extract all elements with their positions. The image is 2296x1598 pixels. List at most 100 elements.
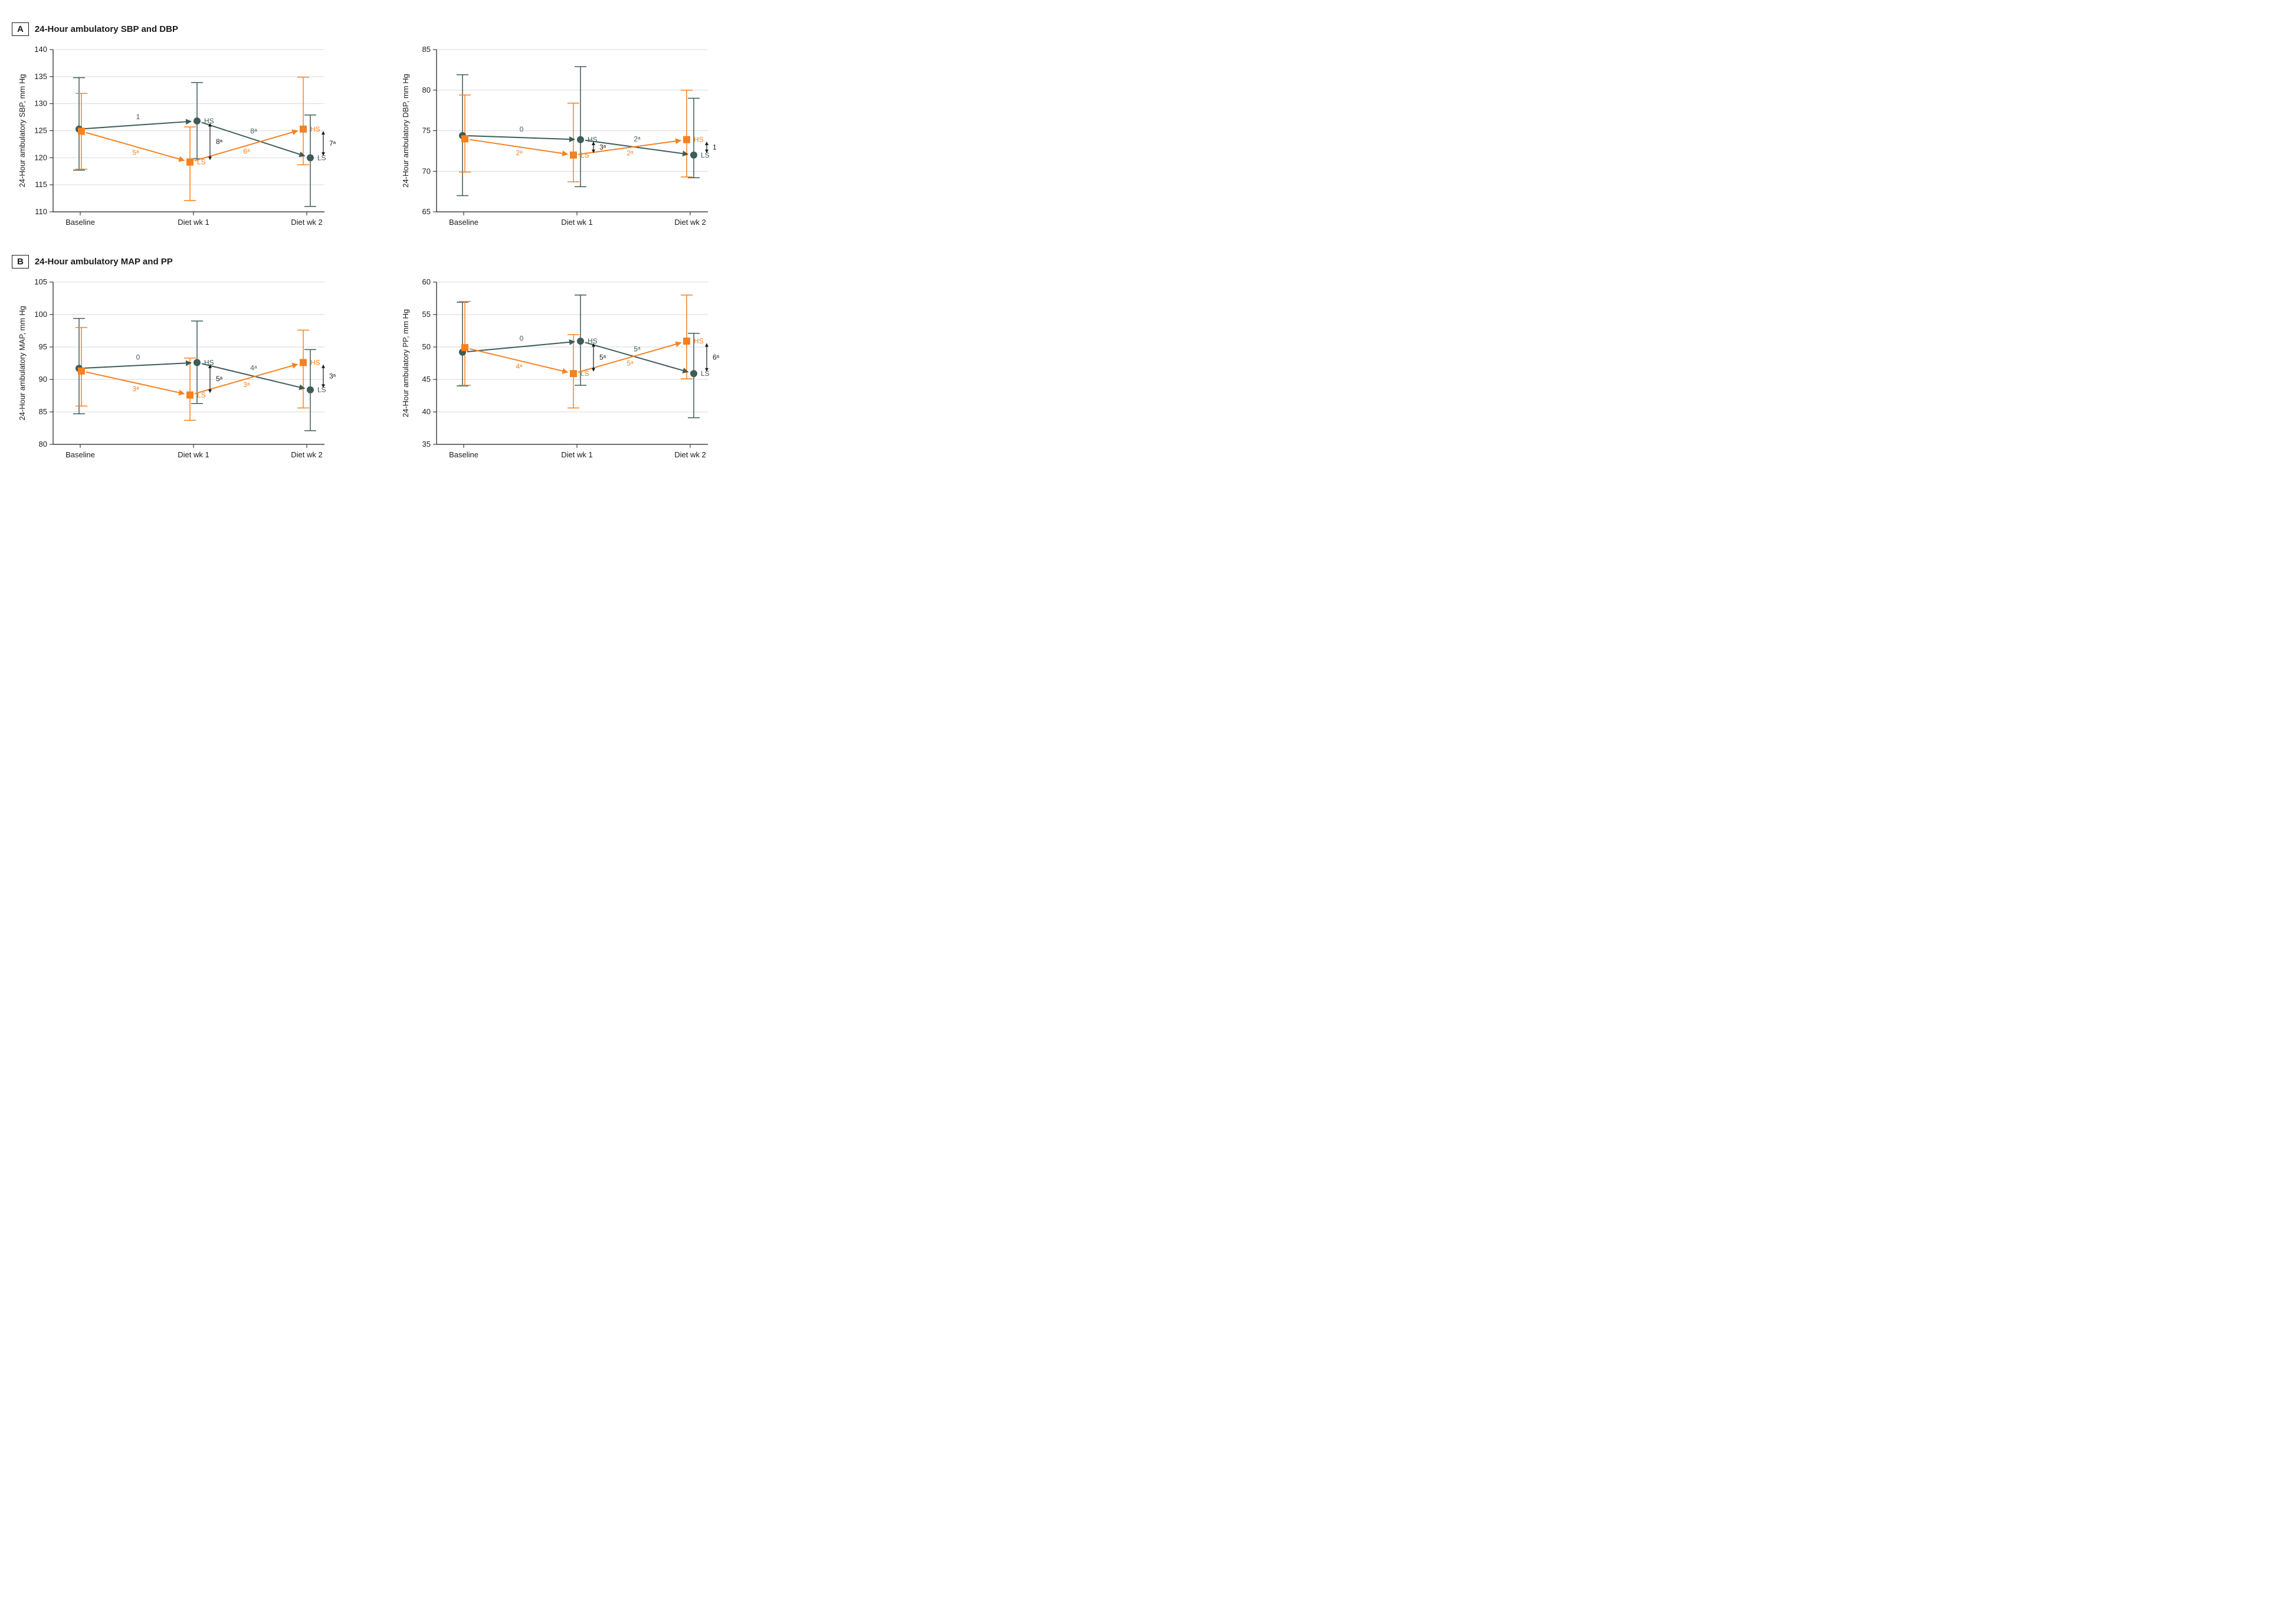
xtick-label: Diet wk 1 xyxy=(561,218,592,227)
chart-map: 80 85 90 95 100 105 Baseline Diet wk 1 Diet wk 2… xyxy=(12,273,342,477)
gap-label: 1 xyxy=(713,143,717,152)
y-axis-label: 24-Hour ambulatory SBP, mm Hg xyxy=(18,74,27,188)
data-point xyxy=(683,338,690,345)
segment-label: 4ᵃ xyxy=(516,362,523,371)
ytick-label: 80 xyxy=(422,86,431,94)
point-label: HS xyxy=(310,358,320,366)
point-label: LS xyxy=(701,151,710,159)
ytick-label: 105 xyxy=(34,277,47,286)
ytick-label: 35 xyxy=(422,440,431,448)
ytick-label: 135 xyxy=(34,72,47,81)
ytick-label: 110 xyxy=(35,207,47,216)
point-label: LS xyxy=(197,391,206,399)
point-label: LS xyxy=(317,153,326,162)
point-label: LS xyxy=(580,369,589,378)
data-point xyxy=(300,126,307,133)
segment-label: 0 xyxy=(136,353,140,361)
xtick-label: Baseline xyxy=(65,218,95,227)
xtick-label: Diet wk 1 xyxy=(178,450,209,459)
segment-label: 2ᵃ xyxy=(634,135,641,143)
ytick-label: 115 xyxy=(35,180,47,189)
ytick-label: 140 xyxy=(34,45,47,54)
ytick-label: 45 xyxy=(422,375,431,384)
segment-label: 0 xyxy=(520,334,524,342)
data-point xyxy=(186,391,193,398)
panel-row: 80 85 90 95 100 105 Baseline Diet wk 1 Diet wk 2… xyxy=(12,273,743,477)
xtick-label: Diet wk 1 xyxy=(561,450,592,459)
ytick-label: 60 xyxy=(422,277,431,286)
ytick-label: 90 xyxy=(39,375,47,384)
xtick-label: Diet wk 2 xyxy=(291,450,322,459)
ytick-label: 85 xyxy=(422,45,431,54)
data-point xyxy=(577,136,584,143)
data-point xyxy=(570,152,577,159)
data-point xyxy=(690,370,697,377)
point-label: HS xyxy=(694,136,704,144)
ytick-label: 70 xyxy=(422,166,431,175)
panel-letter: A xyxy=(12,22,29,36)
segment-label: 4ᵃ xyxy=(250,364,257,372)
ytick-label: 95 xyxy=(39,342,47,351)
segment-label: 5ᵃ xyxy=(634,345,641,353)
xtick-label: Diet wk 2 xyxy=(291,218,322,227)
segment-label: 2ᵃ xyxy=(516,149,523,157)
y-axis-label: 24-Hour ambulatory MAP, mm Hg xyxy=(18,306,27,420)
xtick-label: Diet wk 2 xyxy=(674,218,706,227)
gap-label: 8ᵃ xyxy=(216,137,223,146)
xtick-label: Baseline xyxy=(65,450,95,459)
point-label: LS xyxy=(701,369,710,378)
data-point xyxy=(307,154,314,161)
point-label: LS xyxy=(197,158,206,166)
y-axis-label: 24-Hour ambulatory PP, mm Hg xyxy=(401,309,410,417)
y-axis-label: 24-Hour ambulatory DBP, mm Hg xyxy=(401,74,410,188)
segment-label: 3ᵃ xyxy=(243,381,250,389)
gap-label: 5ᵃ xyxy=(216,375,223,383)
ytick-label: 120 xyxy=(34,153,47,162)
data-point xyxy=(186,159,193,166)
segment-label: 5ᵃ xyxy=(627,359,634,368)
panel-title: A24-Hour ambulatory SBP and DBP xyxy=(12,22,743,36)
point-label: HS xyxy=(588,337,598,345)
data-point xyxy=(307,387,314,394)
xtick-label: Diet wk 1 xyxy=(178,218,209,227)
segment-label: 6ᵃ xyxy=(243,148,250,156)
panel-title: B 24-Hour ambulatory MAP and PP xyxy=(12,255,743,268)
point-label: HS xyxy=(694,337,704,345)
data-point xyxy=(577,338,584,345)
ytick-label: 125 xyxy=(34,126,47,135)
segment-label: 5ᵃ xyxy=(132,149,139,157)
gap-label: 3ᵃ xyxy=(329,372,336,381)
point-label: LS xyxy=(580,151,589,159)
panel-row: 110 115 120 125 130 135 140 Baseline Diet wk 1 Di… xyxy=(12,41,743,244)
data-point xyxy=(461,344,468,351)
ytick-label: 100 xyxy=(34,310,47,319)
chart-dbp: 65 70 75 80 85 Baseline Diet wk 1 Diet wk 2 24-H… xyxy=(395,41,726,244)
ytick-label: 130 xyxy=(34,99,47,108)
ytick-label: 55 xyxy=(422,310,431,319)
chart-sbp: 110 115 120 125 130 135 140 Baseline Diet wk 1 Di… xyxy=(12,41,342,244)
chart-pp: 354045505560BaselineDiet wk 1Diet wk 224… xyxy=(395,273,726,477)
panel-letter: B xyxy=(12,255,29,268)
segment-label: 2ᵃ xyxy=(627,149,634,158)
data-point xyxy=(78,368,85,375)
point-label: LS xyxy=(317,386,326,394)
ytick-label: 65 xyxy=(422,207,431,216)
data-point xyxy=(570,370,577,377)
xtick-label: Baseline xyxy=(449,218,478,227)
ytick-label: 80 xyxy=(39,440,47,448)
gap-label: 5ᵃ xyxy=(599,353,606,362)
gap-label: 6ᵃ xyxy=(713,353,720,362)
segment-label: 1 xyxy=(136,113,140,121)
ytick-label: 85 xyxy=(39,407,47,416)
data-point xyxy=(300,359,307,366)
ytick-label: 75 xyxy=(422,126,431,135)
figure-root: A24-Hour ambulatory SBP and DBP110115120… xyxy=(12,22,743,477)
data-point xyxy=(78,127,85,135)
gap-label: 3ᵃ xyxy=(599,143,606,152)
gap-label: 7ᵃ xyxy=(329,139,336,148)
data-point xyxy=(193,117,201,125)
point-label: HS xyxy=(204,117,214,125)
panel-title-text: 24-Hour ambulatory MAP and PP xyxy=(35,257,173,267)
point-label: HS xyxy=(204,358,214,366)
data-point xyxy=(461,135,468,142)
